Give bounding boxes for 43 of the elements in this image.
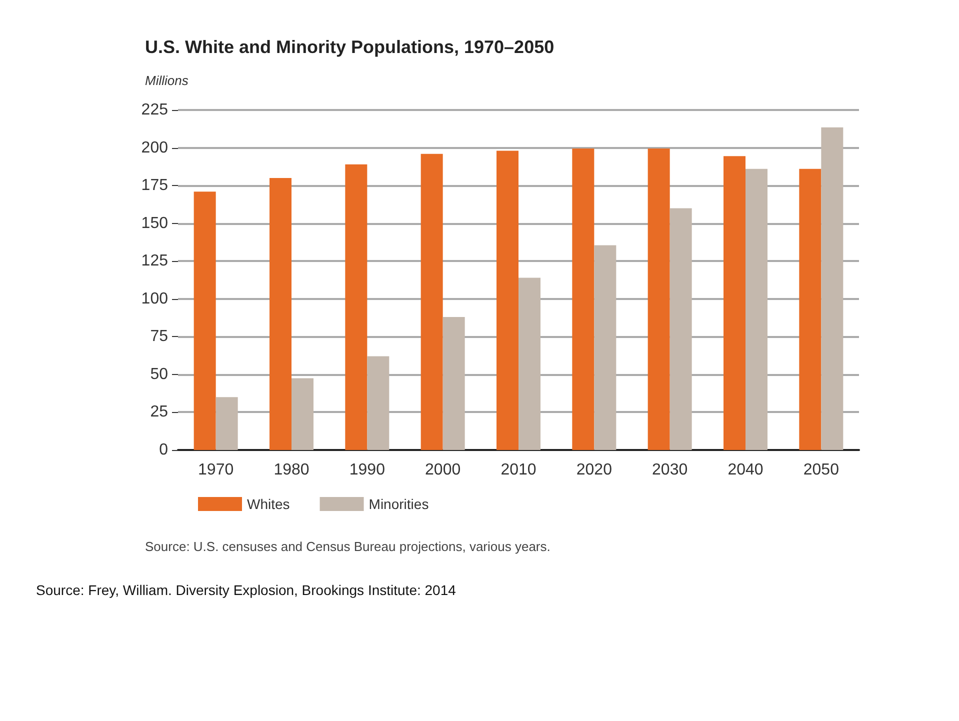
bar (442, 317, 465, 450)
y-tick-label: 50 (150, 366, 168, 383)
bar (799, 168, 822, 450)
x-tick-label: 2030 (652, 462, 688, 478)
chart-title: U.S. White and Minority Populations, 1970–2050 (145, 37, 554, 57)
bar (746, 168, 768, 450)
bar (216, 397, 238, 450)
bar (594, 245, 616, 450)
bar (518, 278, 540, 450)
bar (420, 154, 443, 450)
x-tick-label: 2000 (425, 462, 461, 478)
x-tick-label: 2010 (500, 462, 536, 478)
bar (367, 356, 390, 450)
y-tick-label: 150 (141, 214, 168, 232)
bar (821, 127, 844, 450)
x-tick-label: 2040 (728, 462, 764, 478)
bar (292, 378, 314, 450)
x-tick-label: 1990 (349, 462, 386, 478)
y-tick-label: 125 (141, 252, 168, 270)
y-tick-label: 25 (150, 404, 168, 421)
bar (648, 148, 670, 450)
bar (572, 148, 594, 450)
bar (194, 192, 216, 450)
bar (670, 208, 692, 450)
x-tick-label: 2050 (803, 462, 840, 478)
y-axis-title: Millions (145, 73, 189, 88)
y-tick-label: 75 (150, 328, 168, 346)
source-note: Source: U.S. censuses and Census Bureau projections, various years. (145, 539, 550, 554)
bar (270, 178, 292, 450)
x-tick-label: 1970 (198, 462, 234, 478)
source-note: Source: Frey, William. Diversity Explosion, Brookings Institute: 2014 (36, 582, 456, 598)
bar (496, 150, 518, 450)
y-tick-label: 175 (141, 177, 168, 194)
y-tick-label: 0 (159, 442, 168, 458)
x-tick-label: 2020 (576, 462, 612, 478)
y-tick-label: 200 (141, 139, 168, 156)
legend-label: Minorities (368, 496, 429, 512)
legend-label: Whites (247, 496, 290, 512)
x-tick-label: 1980 (274, 462, 310, 478)
bar (724, 156, 746, 450)
y-tick-label: 225 (141, 102, 168, 118)
bar (345, 164, 368, 450)
y-tick-label: 100 (141, 290, 168, 308)
